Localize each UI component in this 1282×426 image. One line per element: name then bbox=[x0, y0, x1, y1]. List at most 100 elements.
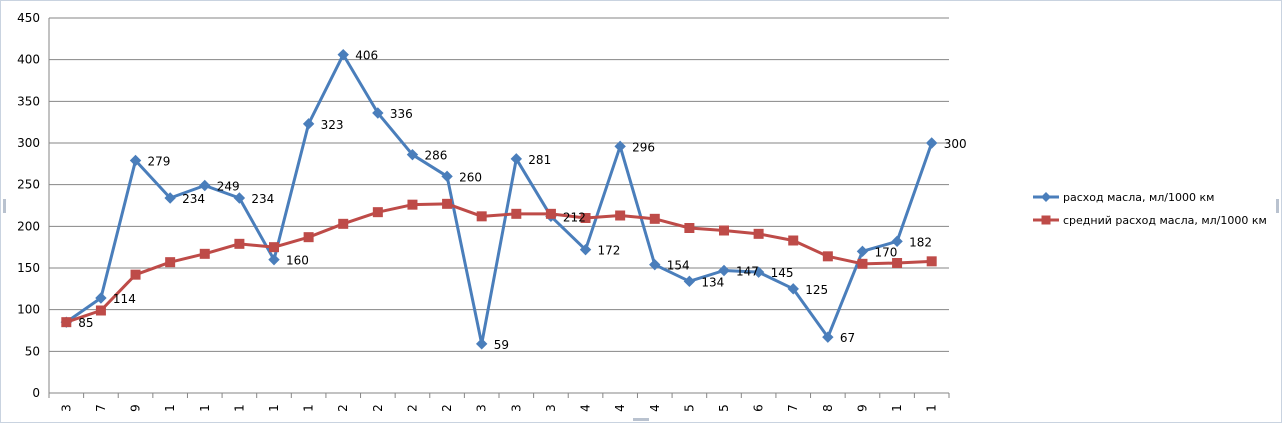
data-point bbox=[95, 292, 107, 304]
y-tick-label: 400 bbox=[17, 53, 40, 67]
data-label: 85 bbox=[78, 316, 93, 330]
series-line-1 bbox=[65, 53, 934, 346]
data-label: 249 bbox=[217, 180, 240, 194]
data-point bbox=[511, 208, 522, 219]
data-point bbox=[926, 256, 937, 267]
data-point bbox=[234, 238, 245, 249]
data-point bbox=[788, 235, 799, 246]
data-point bbox=[615, 210, 626, 221]
data-point bbox=[130, 269, 141, 280]
legend-marker bbox=[1041, 192, 1051, 202]
data-point bbox=[372, 107, 384, 119]
data-label: 281 bbox=[528, 153, 551, 167]
x-tick-label: 2 bbox=[440, 404, 454, 412]
data-point bbox=[199, 179, 211, 192]
data-point bbox=[925, 137, 938, 149]
x-tick-label: 9 bbox=[129, 404, 143, 412]
x-tick-label: 8 bbox=[821, 404, 835, 412]
x-tick-label: 1 bbox=[232, 404, 246, 412]
data-point bbox=[649, 258, 661, 271]
x-tick-label: 2 bbox=[405, 404, 419, 412]
data-point bbox=[545, 208, 556, 219]
data-point bbox=[372, 207, 383, 218]
data-label: 145 bbox=[771, 266, 794, 280]
data-point bbox=[268, 253, 280, 266]
data-point bbox=[442, 198, 453, 209]
data-point bbox=[337, 48, 349, 61]
data-label: 147 bbox=[736, 265, 759, 279]
data-label: 406 bbox=[355, 49, 378, 63]
data-labels: 85 114 279 234 249 234 160 323 406 336 286 260 59 281… bbox=[78, 49, 966, 352]
data-point bbox=[406, 148, 419, 161]
data-label: 286 bbox=[424, 149, 447, 163]
x-tick-label: 3 bbox=[59, 404, 73, 412]
data-point bbox=[718, 264, 730, 277]
resize-handle-bottom[interactable] bbox=[633, 418, 649, 421]
x-tick-label: 2 bbox=[371, 404, 385, 412]
data-point bbox=[857, 258, 868, 269]
legend: расход масла, мл/1000 км средний расход м… bbox=[1033, 191, 1267, 227]
x-tick-label: 9 bbox=[855, 404, 869, 412]
data-point bbox=[683, 275, 696, 288]
x-tick-label: 3 bbox=[509, 404, 523, 412]
x-tick-label: 7 bbox=[786, 404, 800, 412]
data-point bbox=[787, 283, 799, 295]
y-tick-label: 450 bbox=[17, 11, 40, 25]
data-label: 234 bbox=[251, 192, 274, 206]
data-point bbox=[164, 192, 176, 204]
data-label: 234 bbox=[182, 192, 205, 206]
y-axis: 0 50 100 150 200 250 300 350 400 450 bbox=[17, 11, 50, 400]
data-point bbox=[199, 248, 210, 259]
data-label: 59 bbox=[494, 338, 509, 352]
data-point bbox=[752, 266, 765, 278]
data-label: 279 bbox=[148, 155, 171, 169]
data-label: 170 bbox=[874, 245, 897, 259]
data-point bbox=[61, 317, 72, 328]
resize-handle-left[interactable] bbox=[3, 199, 6, 213]
data-point bbox=[476, 211, 487, 222]
y-tick-label: 0 bbox=[32, 386, 40, 400]
data-label: 67 bbox=[840, 331, 855, 345]
legend-label: средний расход масла, мл/1000 км bbox=[1063, 214, 1267, 227]
y-tick-label: 100 bbox=[17, 303, 40, 317]
y-tick-label: 200 bbox=[17, 219, 40, 233]
data-label: 154 bbox=[667, 259, 690, 273]
data-label: 182 bbox=[909, 235, 932, 249]
x-tick-label: 4 bbox=[579, 404, 593, 412]
x-tick-label: 1 bbox=[267, 404, 281, 412]
data-point bbox=[95, 305, 106, 316]
data-label: 134 bbox=[701, 275, 724, 289]
data-point bbox=[822, 331, 834, 343]
x-tick-label: 2 bbox=[336, 404, 350, 412]
y-tick-label: 50 bbox=[25, 344, 40, 358]
x-tick-label: 1 bbox=[198, 404, 212, 412]
data-point bbox=[269, 242, 279, 253]
data-point bbox=[822, 251, 833, 262]
data-point bbox=[407, 199, 418, 210]
x-tick-label: 7 bbox=[94, 404, 108, 412]
data-label: 125 bbox=[805, 283, 828, 297]
data-label: 336 bbox=[390, 107, 413, 121]
data-point bbox=[129, 154, 142, 167]
data-label: 160 bbox=[286, 254, 309, 268]
data-point bbox=[338, 218, 349, 229]
legend-label: расход масла, мл/1000 км bbox=[1063, 191, 1214, 204]
data-point bbox=[856, 245, 869, 258]
data-label: 296 bbox=[632, 140, 655, 154]
x-tick-label: 5 bbox=[717, 404, 731, 412]
data-label: 323 bbox=[321, 118, 344, 132]
x-tick-label: 3 bbox=[475, 404, 489, 412]
data-point bbox=[580, 213, 591, 223]
data-point bbox=[891, 235, 903, 248]
series-layer bbox=[60, 48, 938, 350]
resize-handle-right[interactable] bbox=[1276, 199, 1279, 213]
x-tick-label: 1 bbox=[890, 404, 904, 412]
data-point bbox=[441, 170, 453, 183]
x-tick-label: 6 bbox=[752, 404, 766, 412]
y-tick-label: 150 bbox=[17, 261, 40, 275]
x-tick-label: 1 bbox=[163, 404, 177, 412]
data-point bbox=[579, 243, 592, 256]
data-label: 114 bbox=[113, 292, 136, 306]
